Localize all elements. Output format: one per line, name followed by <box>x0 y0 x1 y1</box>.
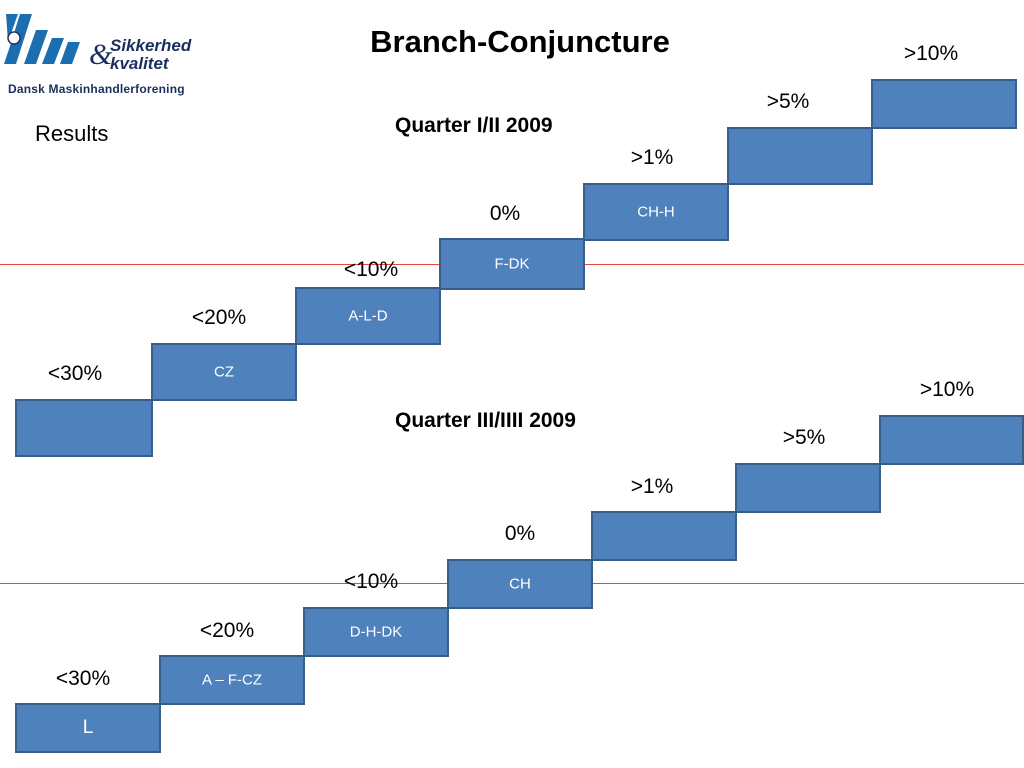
step-bottom-5 <box>591 511 737 561</box>
step-label: CH <box>509 575 531 593</box>
step-top-1 <box>15 399 153 457</box>
logo-ampersand: & <box>89 38 113 71</box>
level-label-bottom-6: >5% <box>782 426 826 449</box>
step-label: CH-H <box>637 203 675 221</box>
level-label-top-6: >5% <box>766 90 810 113</box>
step-top-2: CZ <box>151 343 297 401</box>
logo-text-sikkerhed: Sikkerhed <box>110 36 192 55</box>
level-label-top-4: 0% <box>489 202 521 225</box>
level-label-bottom-4: 0% <box>504 522 536 545</box>
level-label-bottom-2: <20% <box>199 619 255 642</box>
step-bottom-1: L <box>15 703 161 753</box>
results-label: Results <box>35 121 109 146</box>
step-bottom-2: A – F-CZ <box>159 655 305 705</box>
step-label: F-DK <box>494 255 530 273</box>
step-bottom-3: D-H-DK <box>303 607 449 657</box>
step-top-4: F-DK <box>439 238 585 290</box>
level-label-top-5: >1% <box>630 146 674 169</box>
step-bottom-4: CH <box>447 559 593 609</box>
quarter-title-top: Quarter I/II 2009 <box>395 114 553 137</box>
step-label: CZ <box>214 363 234 381</box>
level-label-bottom-7: >10% <box>919 378 975 401</box>
level-label-bottom-5: >1% <box>630 475 674 498</box>
step-label: A – F-CZ <box>201 671 262 689</box>
logo: & Sikkerhed kvalitet Dansk Maskinhandler… <box>4 8 204 96</box>
step-bottom-6 <box>735 463 881 513</box>
level-label-top-7: >10% <box>903 42 959 65</box>
step-top-3: A-L-D <box>295 287 441 345</box>
step-top-6 <box>727 127 873 185</box>
quarter-title-bottom: Quarter III/IIII 2009 <box>395 409 576 432</box>
level-label-top-1: <30% <box>47 362 103 385</box>
logo-text-kvalitet: kvalitet <box>110 54 169 73</box>
level-label-bottom-1: <30% <box>55 667 111 690</box>
logo-emblem-icon <box>4 14 80 64</box>
step-bottom-7 <box>879 415 1024 465</box>
step-label: L <box>82 717 94 738</box>
level-label-top-2: <20% <box>191 306 247 329</box>
page-title: Branch-Conjuncture <box>370 24 670 59</box>
step-label: A-L-D <box>348 307 388 325</box>
level-label-bottom-3: <10% <box>343 570 399 593</box>
step-top-7 <box>871 79 1017 129</box>
step-top-5: CH-H <box>583 183 729 241</box>
step-label: D-H-DK <box>349 623 403 641</box>
logo-org-name: Dansk Maskinhandlerforening <box>8 82 185 96</box>
level-label-top-3: <10% <box>343 258 399 281</box>
